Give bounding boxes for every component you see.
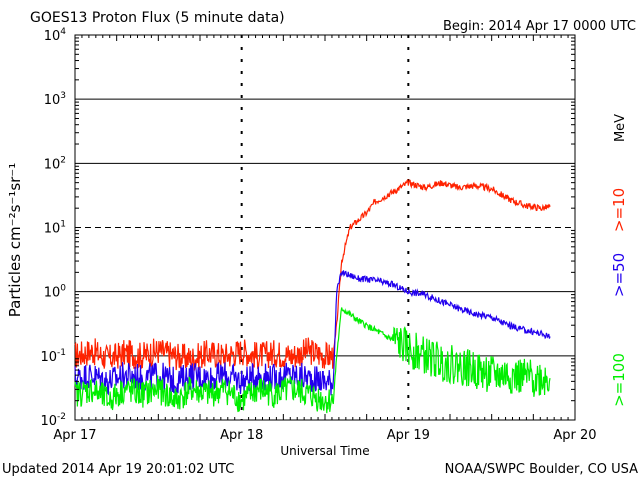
y-tick-label: 101 bbox=[44, 220, 66, 237]
data-source: NOAA/SWPC Boulder, CO USA bbox=[445, 462, 638, 477]
legend-label: >=50 bbox=[610, 253, 628, 297]
y-tick-label: 103 bbox=[44, 91, 66, 108]
x-tick-label: Apr 17 bbox=[53, 428, 96, 443]
y-tick-label: 100 bbox=[44, 284, 67, 301]
x-tick-label: Apr 19 bbox=[387, 428, 430, 443]
y-tick-label: 10-1 bbox=[40, 348, 66, 365]
series-line bbox=[74, 178, 551, 372]
x-tick-label: Apr 20 bbox=[553, 428, 596, 443]
axis-layer: 10-2 10-1 100 101 102 103 104 Apr 17 Apr 18 Apr 1… bbox=[40, 27, 596, 443]
y-axis-label: Particles cm⁻²s⁻¹sr⁻¹ bbox=[6, 163, 24, 317]
y-tick-label: 10-2 bbox=[40, 412, 66, 429]
y-tick-label: 104 bbox=[44, 27, 67, 44]
x-tick-label: Apr 18 bbox=[220, 428, 263, 443]
y-tick-label: 102 bbox=[44, 155, 66, 172]
x-axis-label: Universal Time bbox=[280, 444, 369, 458]
series-layer bbox=[74, 178, 551, 414]
right-axis-unit: MeV bbox=[613, 114, 628, 142]
updated-timestamp: Updated 2014 Apr 19 20:01:02 UTC bbox=[2, 462, 234, 477]
chart-title: GOES13 Proton Flux (5 minute data) bbox=[30, 10, 285, 26]
legend-label: >=10 bbox=[610, 188, 628, 232]
series-line bbox=[74, 270, 551, 396]
series-line bbox=[74, 307, 551, 414]
begin-time: Begin: 2014 Apr 17 0000 UTC bbox=[443, 19, 636, 34]
legend: >=10 >=50 >=100 bbox=[610, 188, 628, 407]
legend-label: >=100 bbox=[610, 353, 628, 407]
grid-layer bbox=[75, 35, 575, 420]
